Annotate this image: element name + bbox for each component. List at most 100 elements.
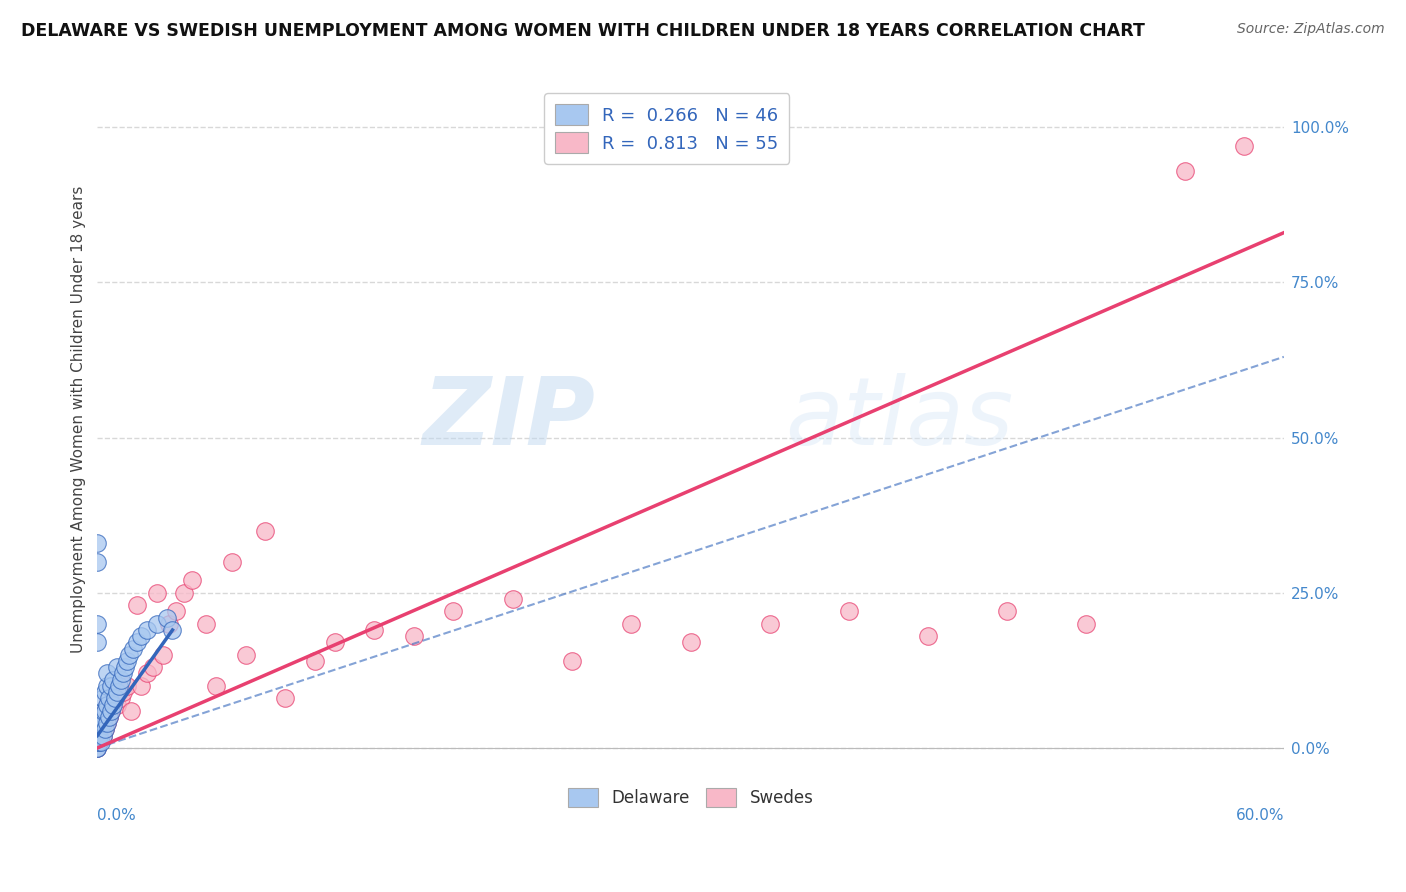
Point (115, 679, 138, 693)
Text: DELAWARE VS SWEDISH UNEMPLOYMENT AMONG WOMEN WITH CHILDREN UNDER 18 YEARS CORREL: DELAWARE VS SWEDISH UNEMPLOYMENT AMONG W… (21, 22, 1144, 40)
Point (115, 654, 138, 668)
Point (104, 691, 127, 706)
Point (679, 635, 702, 649)
Point (441, 604, 464, 618)
Point (108, 685, 131, 699)
Point (91, 710, 114, 724)
Point (402, 629, 425, 643)
Point (323, 635, 346, 649)
Point (91, 729, 114, 743)
Point (100, 704, 122, 718)
Point (86, 735, 108, 749)
Point (105, 698, 128, 712)
Point (94, 723, 117, 737)
Point (221, 555, 243, 569)
Point (101, 698, 124, 712)
Point (101, 698, 124, 712)
Point (1074, 616, 1097, 631)
Point (98, 710, 121, 724)
Point (118, 648, 141, 662)
Point (96, 698, 118, 712)
Point (114, 660, 136, 674)
Point (86, 729, 108, 743)
Point (110, 691, 132, 706)
Text: atlas: atlas (786, 374, 1014, 465)
Point (157, 616, 180, 631)
Point (94, 704, 117, 718)
Point (995, 604, 1018, 618)
Point (235, 648, 257, 662)
Point (135, 623, 157, 637)
Point (89, 729, 111, 743)
Point (98, 710, 121, 724)
Point (94, 704, 117, 718)
Point (758, 616, 780, 631)
Point (96, 666, 118, 681)
Point (90, 716, 112, 731)
Point (86, 536, 108, 550)
Text: Source: ZipAtlas.com: Source: ZipAtlas.com (1237, 22, 1385, 37)
Point (105, 685, 128, 699)
Point (86, 555, 108, 569)
Point (165, 604, 187, 618)
Point (94, 685, 117, 699)
Point (86, 616, 108, 631)
Point (135, 666, 157, 681)
Point (89, 723, 111, 737)
Point (917, 629, 939, 643)
Point (91, 704, 114, 718)
Point (129, 679, 152, 693)
Point (110, 673, 132, 687)
Point (89, 735, 111, 749)
Point (108, 679, 131, 693)
Point (274, 691, 297, 706)
Text: ZIP: ZIP (423, 373, 596, 465)
Point (86, 741, 108, 756)
Point (96, 679, 118, 693)
Point (195, 616, 218, 631)
Point (90, 710, 112, 724)
Point (104, 691, 127, 706)
Point (838, 604, 860, 618)
Point (152, 648, 174, 662)
Point (304, 654, 326, 668)
Point (90, 735, 112, 749)
Point (122, 641, 145, 656)
Point (561, 654, 583, 668)
Point (96, 716, 118, 731)
Point (89, 723, 111, 737)
Point (254, 524, 277, 538)
Point (89, 735, 111, 749)
Y-axis label: Unemployment Among Women with Children Under 18 years: Unemployment Among Women with Children U… (72, 186, 86, 653)
Point (205, 679, 228, 693)
Point (120, 704, 142, 718)
Point (86, 735, 108, 749)
Point (100, 704, 122, 718)
Point (142, 660, 165, 674)
Legend: Delaware, Swedes: Delaware, Swedes (561, 781, 820, 814)
Point (86, 741, 108, 756)
Point (162, 623, 184, 637)
Point (96, 698, 118, 712)
Point (181, 574, 204, 588)
Point (101, 673, 124, 687)
Point (91, 716, 114, 731)
Point (620, 616, 643, 631)
Point (155, 610, 177, 624)
Point (129, 629, 152, 643)
Point (363, 623, 385, 637)
Point (98, 691, 121, 706)
Point (90, 716, 112, 731)
Text: 60.0%: 60.0% (1236, 808, 1284, 823)
Point (145, 616, 167, 631)
Point (86, 635, 108, 649)
Point (112, 685, 135, 699)
Point (173, 586, 195, 600)
Point (90, 729, 112, 743)
Point (112, 666, 135, 681)
Point (502, 591, 524, 606)
Point (94, 723, 117, 737)
Point (91, 691, 114, 706)
Point (125, 598, 148, 612)
Point (145, 586, 167, 600)
